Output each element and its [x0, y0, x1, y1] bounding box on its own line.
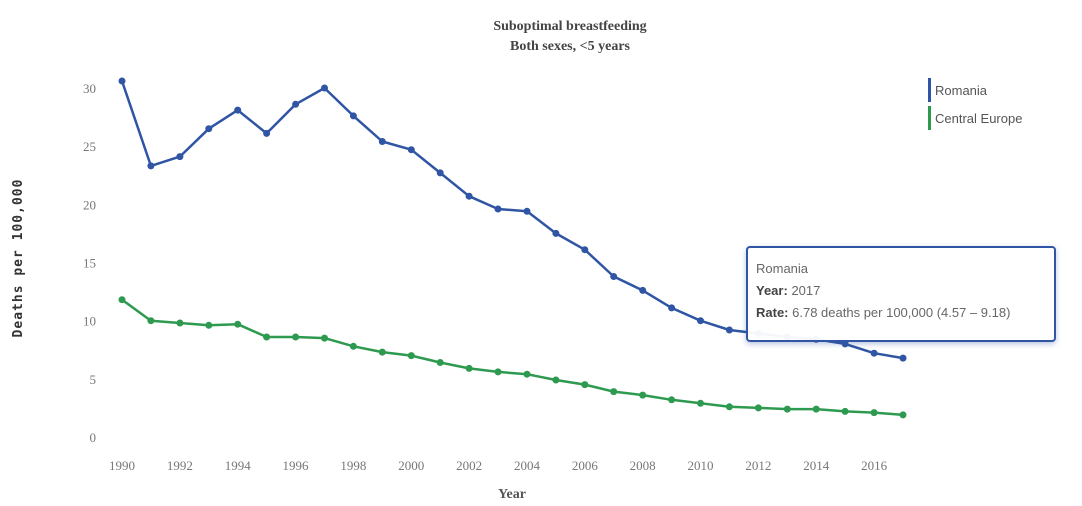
- data-point-central-europe[interactable]: [899, 411, 907, 419]
- data-point-romania[interactable]: [668, 304, 676, 312]
- series-central-europe: [118, 296, 907, 419]
- legend-item-central-europe[interactable]: Central Europe: [928, 106, 1022, 130]
- y-tick-label: 20: [83, 197, 96, 212]
- x-tick-label: 2002: [456, 458, 482, 473]
- legend-label-central-europe: Central Europe: [935, 111, 1022, 126]
- data-point-romania[interactable]: [841, 340, 849, 348]
- legend-swatch-central-europe: [928, 106, 931, 130]
- data-point-romania[interactable]: [899, 354, 907, 362]
- data-point-romania[interactable]: [581, 246, 589, 254]
- data-point-romania[interactable]: [176, 153, 184, 161]
- data-point-romania[interactable]: [725, 326, 733, 334]
- tooltip-year-label: Year:: [756, 283, 788, 298]
- data-point-romania[interactable]: [870, 349, 878, 357]
- data-point-central-europe[interactable]: [378, 348, 386, 356]
- y-tick-label: 30: [83, 81, 96, 96]
- tooltip-year-row: Year: 2017: [756, 280, 1046, 302]
- data-point-romania[interactable]: [205, 125, 213, 133]
- data-point-central-europe[interactable]: [465, 364, 473, 372]
- data-point-central-europe[interactable]: [552, 376, 560, 384]
- x-tick-label: 1996: [283, 458, 310, 473]
- data-point-central-europe[interactable]: [841, 407, 849, 415]
- data-point-central-europe[interactable]: [812, 405, 820, 413]
- x-axis-label: Year: [498, 487, 526, 502]
- data-point-central-europe[interactable]: [292, 333, 300, 341]
- data-tooltip: Romania Year: 2017 Rate: 6.78 deaths per…: [746, 246, 1056, 342]
- y-tick-label: 0: [90, 430, 97, 445]
- data-point-central-europe[interactable]: [234, 320, 242, 328]
- x-tick-label: 1998: [340, 458, 366, 473]
- data-point-romania[interactable]: [147, 162, 155, 170]
- y-tick-label: 5: [90, 372, 97, 387]
- data-point-romania[interactable]: [118, 77, 126, 85]
- legend-item-romania[interactable]: Romania: [928, 78, 988, 102]
- tooltip-rate-value: 6.78 deaths per 100,000 (4.57 – 9.18): [792, 305, 1011, 320]
- data-point-romania[interactable]: [552, 229, 560, 237]
- x-tick-label: 2008: [630, 458, 656, 473]
- x-tick-label: 2012: [745, 458, 771, 473]
- data-point-central-europe[interactable]: [754, 404, 762, 412]
- y-tick-label: 10: [83, 314, 96, 329]
- data-point-central-europe[interactable]: [697, 399, 704, 407]
- data-point-romania[interactable]: [407, 146, 415, 154]
- data-point-romania[interactable]: [436, 169, 444, 177]
- tooltip-rate-label: Rate:: [756, 305, 789, 320]
- data-point-romania[interactable]: [321, 84, 328, 92]
- chart-title: Suboptimal breastfeeding: [493, 19, 646, 34]
- x-tick-label: 2016: [861, 458, 888, 473]
- legend: Romania Central Europe: [928, 78, 1022, 130]
- data-point-romania[interactable]: [610, 273, 618, 280]
- x-tick-label: 1992: [167, 458, 193, 473]
- data-point-central-europe[interactable]: [118, 296, 126, 304]
- series-line-central-europe: [121, 298, 904, 417]
- data-point-central-europe[interactable]: [581, 381, 589, 389]
- y-axis-ticks: 0 5 10 15 20 25 30: [83, 81, 96, 445]
- data-point-central-europe[interactable]: [263, 333, 271, 341]
- data-point-central-europe[interactable]: [870, 409, 878, 417]
- data-point-central-europe[interactable]: [321, 334, 328, 342]
- data-point-romania[interactable]: [263, 129, 271, 137]
- data-point-central-europe[interactable]: [176, 319, 184, 327]
- data-point-romania[interactable]: [494, 205, 502, 213]
- data-point-central-europe[interactable]: [494, 368, 502, 376]
- x-axis-ticks: 1990 1992 1994 1996 1998 2000 2002 2004 2006 2008…: [109, 458, 888, 473]
- data-point-romania[interactable]: [292, 100, 300, 108]
- x-tick-label: 1990: [109, 458, 135, 473]
- tooltip-rate-row: Rate: 6.78 deaths per 100,000 (4.57 – 9.…: [756, 302, 1046, 324]
- chart-subtitle: Both sexes, <5 years: [510, 39, 631, 54]
- y-tick-label: 15: [83, 256, 96, 271]
- tooltip-series: Romania: [756, 261, 809, 276]
- data-point-central-europe[interactable]: [407, 352, 415, 360]
- data-point-romania[interactable]: [465, 192, 473, 200]
- tooltip-year-value: 2017: [791, 283, 821, 298]
- data-point-romania[interactable]: [697, 317, 704, 325]
- data-point-romania[interactable]: [234, 106, 242, 114]
- data-point-central-europe[interactable]: [147, 317, 155, 325]
- data-point-romania[interactable]: [523, 207, 531, 215]
- data-point-central-europe[interactable]: [205, 321, 213, 329]
- data-point-romania[interactable]: [349, 112, 357, 120]
- y-axis-label: Deaths per 100,000: [11, 179, 26, 338]
- x-tick-label: 2006: [572, 458, 599, 473]
- legend-swatch-romania: [928, 78, 931, 102]
- data-point-central-europe[interactable]: [610, 388, 618, 396]
- x-tick-label: 2004: [514, 458, 541, 473]
- data-point-central-europe[interactable]: [349, 342, 357, 350]
- data-point-central-europe[interactable]: [523, 370, 531, 378]
- y-tick-label: 25: [83, 139, 96, 154]
- data-point-central-europe[interactable]: [668, 396, 676, 404]
- data-point-central-europe[interactable]: [783, 405, 791, 413]
- data-point-romania[interactable]: [639, 286, 647, 294]
- legend-label-romania: Romania: [935, 83, 988, 98]
- x-tick-label: 1994: [225, 458, 252, 473]
- data-point-central-europe[interactable]: [436, 359, 444, 366]
- data-point-central-europe[interactable]: [639, 391, 647, 399]
- x-tick-label: 2014: [803, 458, 830, 473]
- x-tick-label: 2000: [398, 458, 424, 473]
- data-point-central-europe[interactable]: [725, 403, 733, 411]
- data-point-romania[interactable]: [378, 138, 386, 145]
- x-tick-label: 2010: [688, 458, 714, 473]
